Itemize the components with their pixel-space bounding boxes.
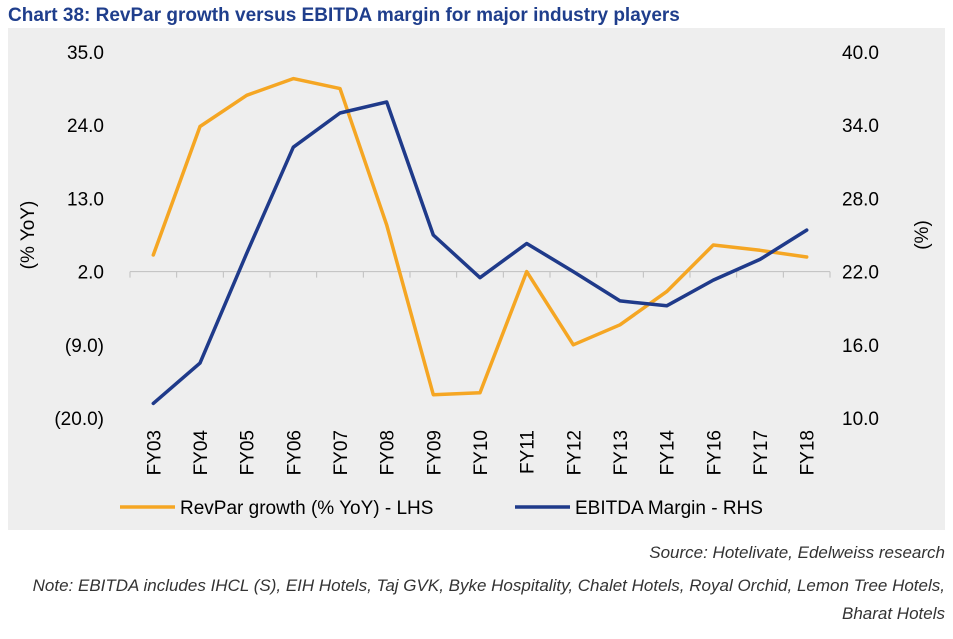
- ebitda-series-line: [151, 100, 809, 406]
- x-tick-label: FY10: [471, 430, 492, 475]
- y-right-tick-label: 16.0: [842, 336, 879, 357]
- x-tick-label: FY07: [331, 430, 352, 475]
- y-left-tick-label: 13.0: [67, 189, 104, 210]
- y-left-tick-label: 2.0: [78, 263, 104, 284]
- x-tick-label: FY03: [144, 430, 165, 475]
- y-right-axis-label: (%): [912, 220, 933, 250]
- y-right-tick-label: 22.0: [842, 263, 879, 284]
- x-tick-label: FY12: [564, 430, 585, 475]
- revpar-series-line: [151, 76, 809, 397]
- y-left-tick-label: (9.0): [65, 336, 104, 357]
- x-tick-label: FY18: [798, 430, 819, 475]
- y-left-tick-label: 35.0: [67, 43, 104, 64]
- chart-area: [8, 28, 945, 530]
- x-tick-label: FY06: [284, 430, 305, 475]
- y-right-tick-label: 40.0: [842, 43, 879, 64]
- x-tick-label: FY05: [238, 430, 259, 475]
- y-left-tick-label: 24.0: [67, 116, 104, 137]
- x-tick-label: FY17: [751, 430, 772, 475]
- x-tick-label: FY09: [424, 430, 445, 475]
- legend-revpar-label: RevPar growth (% YoY) - LHS: [180, 498, 433, 519]
- x-tick-label: FY14: [658, 430, 679, 476]
- x-tick-label: FY16: [704, 430, 725, 475]
- y-right-tick-label: 10.0: [842, 409, 879, 430]
- legend-ebitda-label: EBITDA Margin - RHS: [575, 498, 763, 519]
- x-tick-label: FY11: [518, 430, 539, 474]
- y-left-axis-label: (% YoY): [18, 201, 39, 270]
- chart-svg: 35.0 24.0 13.0 2.0 (9.0) (20.0) 40.0 34.0 28.0 22…: [18, 43, 933, 519]
- y-right-tick-label: 34.0: [842, 116, 879, 137]
- x-tick-label: FY04: [191, 430, 212, 476]
- footnote: Note: EBITDA includes IHCL (S), EIH Hote…: [32, 576, 945, 623]
- y-left-tick-label: (20.0): [54, 409, 104, 430]
- y-right-tick-label: 28.0: [842, 189, 879, 210]
- source-note: Source: Hotelivate, Edelweiss research: [649, 543, 945, 562]
- x-tick-label: FY08: [378, 430, 399, 475]
- chart-title: Chart 38: RevPar growth versus EBITDA ma…: [8, 5, 680, 26]
- x-tick-label: FY13: [611, 430, 632, 475]
